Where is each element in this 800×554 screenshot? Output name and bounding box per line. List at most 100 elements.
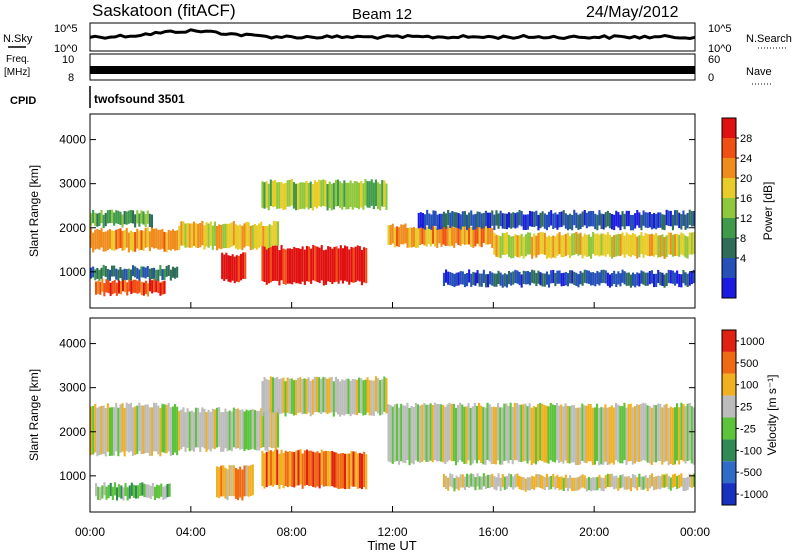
heatmap-cell bbox=[442, 272, 445, 286]
heatmap-cell bbox=[459, 214, 462, 230]
heatmap-cell bbox=[487, 274, 490, 288]
heatmap-cell bbox=[295, 183, 298, 211]
heatmap-cell bbox=[487, 474, 490, 488]
heatmap-cell bbox=[665, 272, 668, 287]
heatmap-cell bbox=[615, 210, 618, 227]
heatmap-cell bbox=[585, 478, 588, 492]
heatmap-cell bbox=[148, 407, 151, 456]
heatmap-cell bbox=[406, 402, 409, 460]
heatmap-cell bbox=[545, 473, 548, 487]
heatmap-cell bbox=[686, 403, 689, 461]
heatmap-cell bbox=[484, 224, 487, 245]
heatmap-cell bbox=[134, 214, 137, 228]
heatmap-cell bbox=[575, 272, 578, 286]
heatmap-cell bbox=[501, 474, 504, 488]
heatmap-cell bbox=[310, 450, 313, 486]
heatmap-cell bbox=[331, 450, 334, 487]
heatmap-cell bbox=[124, 279, 127, 293]
heatmap-cell bbox=[132, 407, 135, 456]
heatmap-cell bbox=[213, 409, 216, 450]
heatmap-cell bbox=[103, 283, 106, 297]
heatmap-cell bbox=[571, 233, 574, 256]
heatmap-cell bbox=[480, 476, 483, 490]
heatmap-cell bbox=[434, 226, 437, 247]
heatmap-cell bbox=[171, 229, 174, 250]
heatmap-cell bbox=[348, 249, 351, 285]
heatmap-cell bbox=[655, 213, 658, 230]
heatmap-cell bbox=[526, 271, 529, 285]
heatmap-cell bbox=[619, 214, 622, 231]
heatmap-cell bbox=[587, 211, 590, 227]
heatmap-cell bbox=[125, 402, 128, 452]
nsky-label: N.Sky bbox=[3, 33, 33, 45]
heatmap-cell bbox=[130, 482, 133, 496]
power-y-axis: 4000 3000 2000 1000 bbox=[59, 133, 695, 279]
heatmap-cell bbox=[466, 473, 469, 487]
heatmap-cell bbox=[126, 282, 129, 296]
heatmap-cell bbox=[574, 407, 577, 466]
heatmap-cell bbox=[253, 410, 256, 450]
heatmap-cell bbox=[115, 210, 118, 224]
heatmap-cell bbox=[90, 213, 93, 227]
heatmap-cell bbox=[594, 477, 597, 491]
heatmap-cell bbox=[676, 403, 679, 461]
heatmap-cell bbox=[551, 404, 554, 462]
heatmap-cell bbox=[594, 273, 597, 287]
heatmap-cell bbox=[461, 211, 464, 227]
heatmap-cell bbox=[457, 405, 460, 463]
heatmap-cell bbox=[596, 233, 599, 256]
heatmap-cell bbox=[305, 378, 308, 415]
heatmap-cell bbox=[671, 474, 674, 488]
heatmap-cell bbox=[316, 181, 319, 209]
heatmap-cell bbox=[366, 377, 369, 413]
heatmap-cell bbox=[507, 406, 510, 464]
heatmap-cell bbox=[558, 477, 561, 491]
heatmap-cell bbox=[611, 236, 614, 259]
heatmap-cell bbox=[234, 468, 237, 499]
heatmap-cell bbox=[102, 214, 105, 228]
colorbar-frame bbox=[721, 329, 737, 506]
heatmap-cell bbox=[467, 224, 470, 245]
heatmap-cell bbox=[137, 485, 140, 499]
heatmap-cell bbox=[537, 232, 540, 255]
heatmap-cell bbox=[602, 478, 605, 492]
heatmap-cell bbox=[224, 467, 227, 499]
nsearch-label: N.Search bbox=[746, 33, 792, 45]
heatmap-cell bbox=[518, 209, 521, 226]
heatmap-cell bbox=[516, 473, 519, 487]
heatmap-cell bbox=[360, 378, 363, 414]
heatmap-cell bbox=[514, 474, 517, 488]
heatmap-cell bbox=[453, 273, 456, 288]
heatmap-cell bbox=[552, 269, 555, 284]
heatmap-cell bbox=[318, 377, 321, 413]
heatmap-cell bbox=[533, 233, 536, 256]
heatmap-cell bbox=[293, 452, 296, 488]
heatmap-cell bbox=[276, 377, 279, 413]
heatmap-cell bbox=[690, 270, 693, 285]
heatmap-cell bbox=[581, 403, 584, 461]
colorbar-tick-label: 12 bbox=[740, 213, 752, 225]
heatmap-cell bbox=[174, 230, 177, 251]
heatmap-cell bbox=[476, 224, 479, 244]
heatmap-cell bbox=[230, 222, 233, 247]
heatmap-cell bbox=[180, 409, 183, 450]
heatmap-cell bbox=[216, 407, 219, 448]
heatmap-cell bbox=[103, 482, 106, 496]
heatmap-cell bbox=[476, 473, 479, 487]
heatmap-cell bbox=[216, 466, 219, 498]
heatmap-cell bbox=[577, 233, 580, 256]
heatmap-cell bbox=[203, 225, 206, 250]
colorbar-tick-label: -500 bbox=[740, 467, 762, 479]
heatmap-cell bbox=[655, 476, 658, 490]
heatmap-cell bbox=[690, 406, 693, 464]
heatmap-cell bbox=[444, 226, 447, 246]
heatmap-cell bbox=[169, 407, 172, 456]
heatmap-cell bbox=[116, 487, 119, 501]
heatmap-cell bbox=[265, 249, 268, 285]
heatmap-cell bbox=[90, 267, 93, 279]
heatmap-cell bbox=[228, 465, 231, 496]
heatmap-cell bbox=[98, 269, 101, 281]
heatmap-cell bbox=[566, 232, 569, 255]
heatmap-cell bbox=[151, 280, 154, 294]
heatmap-cell bbox=[188, 223, 191, 248]
